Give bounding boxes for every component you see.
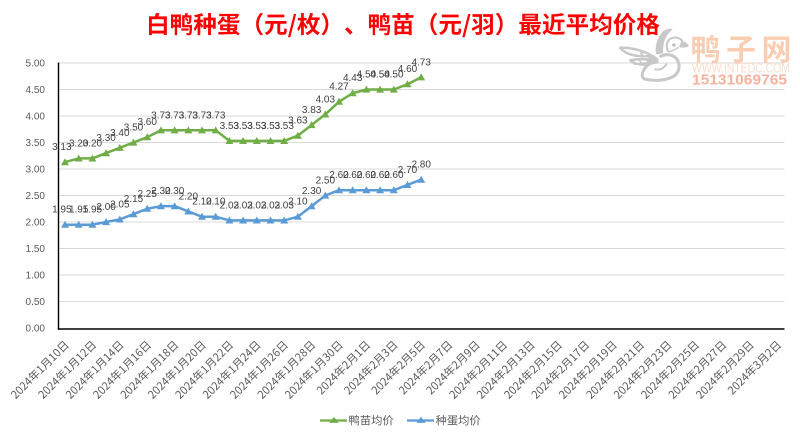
svg-text:4.50: 4.50 [370,70,390,81]
svg-text:3.73: 3.73 [192,110,212,121]
svg-text:3.73: 3.73 [151,110,171,121]
svg-text:2.25: 2.25 [137,189,157,200]
svg-text:3.50: 3.50 [124,123,144,134]
svg-text:3.00: 3.00 [26,165,46,176]
svg-text:2.60: 2.60 [370,170,390,181]
svg-text:1.95: 1.95 [83,205,103,216]
svg-text:1.00: 1.00 [26,271,46,282]
svg-text:2.30: 2.30 [165,186,185,197]
svg-text:4.27: 4.27 [329,82,349,93]
svg-text:2.03: 2.03 [233,200,253,211]
svg-text:3.83: 3.83 [302,105,322,116]
svg-text:1.95: 1.95 [52,205,72,216]
svg-text:2.60: 2.60 [384,170,404,181]
svg-text:2.60: 2.60 [343,170,363,181]
svg-text:2.50: 2.50 [316,176,336,187]
svg-text:3.63: 3.63 [288,116,308,127]
svg-text:3.53: 3.53 [220,121,240,132]
svg-text:2.30: 2.30 [151,186,171,197]
svg-text:3.20: 3.20 [69,138,89,149]
svg-text:2.03: 2.03 [247,200,267,211]
svg-text:3.30: 3.30 [96,133,116,144]
svg-text:0.00: 0.00 [26,324,46,335]
svg-text:2.50: 2.50 [26,191,46,202]
svg-text:2.03: 2.03 [274,200,294,211]
svg-text:3.53: 3.53 [247,121,267,132]
svg-text:2.00: 2.00 [96,202,116,213]
svg-text:3.53: 3.53 [274,121,294,132]
svg-text:2.10: 2.10 [192,197,212,208]
svg-text:15131069765: 15131069765 [692,73,787,89]
svg-text:2.20: 2.20 [179,191,199,202]
svg-text:0.50: 0.50 [26,297,46,308]
svg-text:2.60: 2.60 [329,170,349,181]
svg-text:4.00: 4.00 [26,112,46,123]
svg-text:5.00: 5.00 [26,59,46,70]
svg-text:2.30: 2.30 [302,186,322,197]
svg-text:2.10: 2.10 [288,197,308,208]
svg-text:3.73: 3.73 [179,110,199,121]
svg-text:3.50: 3.50 [26,138,46,149]
svg-text:2.00: 2.00 [26,218,46,229]
svg-text:3.20: 3.20 [83,138,103,149]
svg-text:4.03: 4.03 [316,94,336,105]
svg-text:2.70: 2.70 [398,165,418,176]
svg-text:2.80: 2.80 [411,160,431,171]
svg-text:3.53: 3.53 [261,121,281,132]
svg-text:3.40: 3.40 [110,128,130,139]
svg-text:3.73: 3.73 [206,110,226,121]
svg-text:3.13: 3.13 [52,142,72,153]
svg-text:4.60: 4.60 [398,64,418,75]
svg-text:2.15: 2.15 [124,194,144,205]
svg-text:2.03: 2.03 [261,200,281,211]
svg-text:WWW.INTEDC.COM: WWW.INTEDC.COM [692,60,790,76]
svg-text:1.50: 1.50 [26,244,46,255]
svg-text:1.95: 1.95 [69,205,89,216]
svg-text:4.50: 4.50 [357,70,377,81]
svg-text:3.53: 3.53 [233,121,253,132]
svg-text:4.73: 4.73 [411,57,431,68]
svg-text:2.03: 2.03 [220,200,240,211]
svg-text:3.60: 3.60 [137,117,157,128]
svg-text:2.10: 2.10 [206,197,226,208]
svg-text:4.50: 4.50 [26,85,46,96]
svg-text:2.60: 2.60 [357,170,377,181]
svg-text:2.05: 2.05 [110,199,130,210]
svg-text:4.50: 4.50 [384,70,404,81]
svg-text:4.43: 4.43 [343,73,363,84]
svg-text:3.73: 3.73 [165,110,185,121]
